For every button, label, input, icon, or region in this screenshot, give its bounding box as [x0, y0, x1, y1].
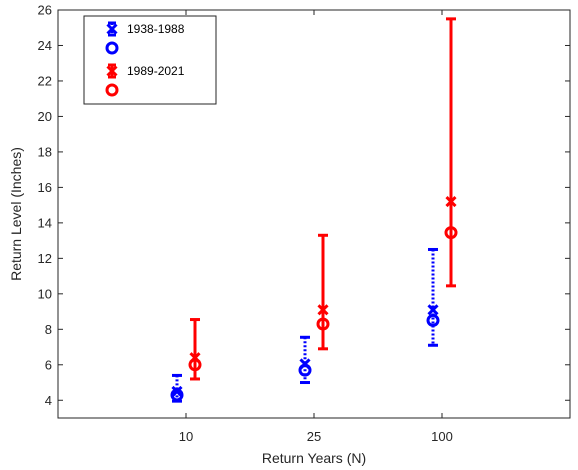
y-tick-label: 24 [38, 38, 52, 53]
o-marker [444, 226, 458, 240]
legend-o-marker [105, 41, 119, 55]
y-tick-label: 8 [45, 322, 52, 337]
y-tick-label: 12 [38, 251, 52, 266]
y-tick-label: 22 [38, 73, 52, 88]
o-marker [170, 388, 184, 402]
o-marker [316, 317, 330, 331]
y-tick-label: 14 [38, 215, 52, 230]
legend: 1938-1988 1989-2021 [83, 15, 217, 105]
x-tick-label: 25 [307, 429, 321, 444]
x-tick-label: 100 [431, 429, 453, 444]
x-marker [427, 304, 439, 316]
series-1938-1988 [170, 247, 440, 403]
y-tick-label: 6 [45, 357, 52, 372]
legend-label: 1938-1988 [127, 22, 185, 36]
y-tick-label: 18 [38, 144, 52, 159]
legend-x-marker [106, 65, 118, 77]
o-marker [188, 358, 202, 372]
y-tick-label: 16 [38, 180, 52, 195]
legend-x-marker [106, 23, 118, 35]
x-marker [317, 304, 329, 316]
y-axis-label: Return Level (Inches) [8, 147, 24, 281]
y-tick-label: 26 [38, 3, 52, 18]
legend-label: 1989-2021 [127, 64, 185, 78]
series-1989-2021 [188, 17, 458, 381]
legend-o-marker [105, 83, 119, 97]
o-marker [426, 313, 440, 327]
y-tick-label: 4 [45, 393, 52, 408]
y-tick-label: 10 [38, 286, 52, 301]
x-marker [445, 196, 457, 208]
x-tick-label: 10 [179, 429, 193, 444]
y-tick-label: 20 [38, 109, 52, 124]
x-axis-label: Return Years (N) [262, 450, 366, 466]
o-marker [298, 363, 312, 377]
plot-frame [57, 9, 571, 419]
